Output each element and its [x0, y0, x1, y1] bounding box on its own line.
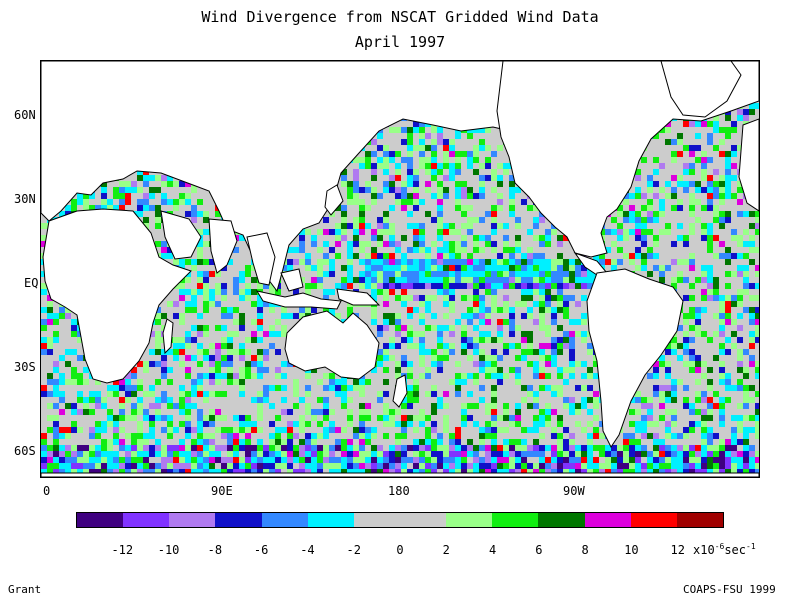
colorbar-tick-label: -2: [346, 543, 361, 557]
india-land: [208, 218, 238, 274]
lon-label-90e: 90E: [211, 484, 233, 498]
footer-author: Grant: [8, 583, 42, 596]
eurasia-land: [41, 61, 602, 293]
antarctica-land: [41, 472, 759, 477]
land-masses: [41, 61, 759, 477]
southeast-asia-land: [246, 232, 276, 286]
unit-prefix: x10: [693, 543, 715, 557]
colorbar-tick-label: 6: [535, 543, 543, 557]
colorbar-tick-label: 12: [670, 543, 685, 557]
lon-label-180: 180: [388, 484, 410, 498]
divergence-map: [40, 60, 760, 478]
colorbar-segment: [215, 513, 262, 527]
colorbar-tick-label: -8: [207, 543, 223, 557]
madagascar-land: [162, 318, 174, 355]
colorbar-segment: [446, 513, 493, 527]
south-america-land: [586, 268, 684, 448]
map-title: Wind Divergence from NSCAT Gridded Wind …: [201, 8, 599, 26]
colorbar-tick-label: 8: [581, 543, 589, 557]
colorbar-tick-label: 0: [396, 543, 404, 557]
new-zealand-land: [392, 374, 408, 408]
unit-exponent: -6: [714, 542, 725, 551]
colorbar-segment: [169, 513, 216, 527]
colorbar-segment: [538, 513, 585, 527]
colorbar-segment: [492, 513, 539, 527]
colorbar-segment: [77, 513, 124, 527]
unit-suffix: sec: [724, 543, 747, 557]
colorbar-tick-label: 4: [488, 543, 497, 557]
colorbar-segment: [676, 513, 723, 527]
lat-label-60n: 60N: [14, 108, 36, 122]
colorbar-tick-label: -6: [253, 543, 269, 557]
map-subtitle: April 1997: [354, 33, 446, 51]
colorbar-tick-label: -4: [300, 543, 315, 557]
greenland-land: [660, 61, 742, 118]
colorbar-tick-label: -10: [157, 543, 180, 557]
lat-label-30n: 30N: [14, 192, 36, 206]
lat-label-eq: EQ: [24, 276, 39, 290]
colorbar-tick-label: -12: [111, 543, 134, 557]
europe-edge-land: [738, 118, 759, 212]
colorbar-unit: x10-6sec-1: [693, 542, 756, 557]
colorbar-tick-label: 2: [442, 543, 450, 557]
colorbar-segment: [307, 513, 354, 527]
unit-suffix-exponent: -1: [746, 542, 756, 551]
indonesia-islands: [255, 290, 342, 310]
japan-land: [324, 184, 344, 216]
lon-label-0: 0: [43, 484, 51, 498]
colorbar-segment: [123, 513, 170, 527]
arabia-land: [160, 210, 202, 260]
colorbar: [76, 512, 724, 528]
lat-label-60s: 60S: [14, 444, 36, 458]
lat-label-30s: 30S: [14, 360, 36, 374]
colorbar-segment: [630, 513, 677, 527]
australia-land: [284, 310, 380, 380]
colorbar-segment: [399, 513, 447, 527]
colorbar-segment: [584, 513, 631, 527]
new-guinea-land: [336, 288, 381, 306]
colorbar-tick-label: 10: [624, 543, 639, 557]
borneo-land: [280, 268, 304, 292]
africa-land: [42, 208, 192, 384]
colorbar-segment: [353, 513, 400, 527]
colorbar-segment: [261, 513, 308, 527]
footer-credit: COAPS-FSU 1999: [683, 583, 776, 596]
divergence-field: [41, 61, 759, 477]
lon-label-90w: 90W: [563, 484, 585, 498]
